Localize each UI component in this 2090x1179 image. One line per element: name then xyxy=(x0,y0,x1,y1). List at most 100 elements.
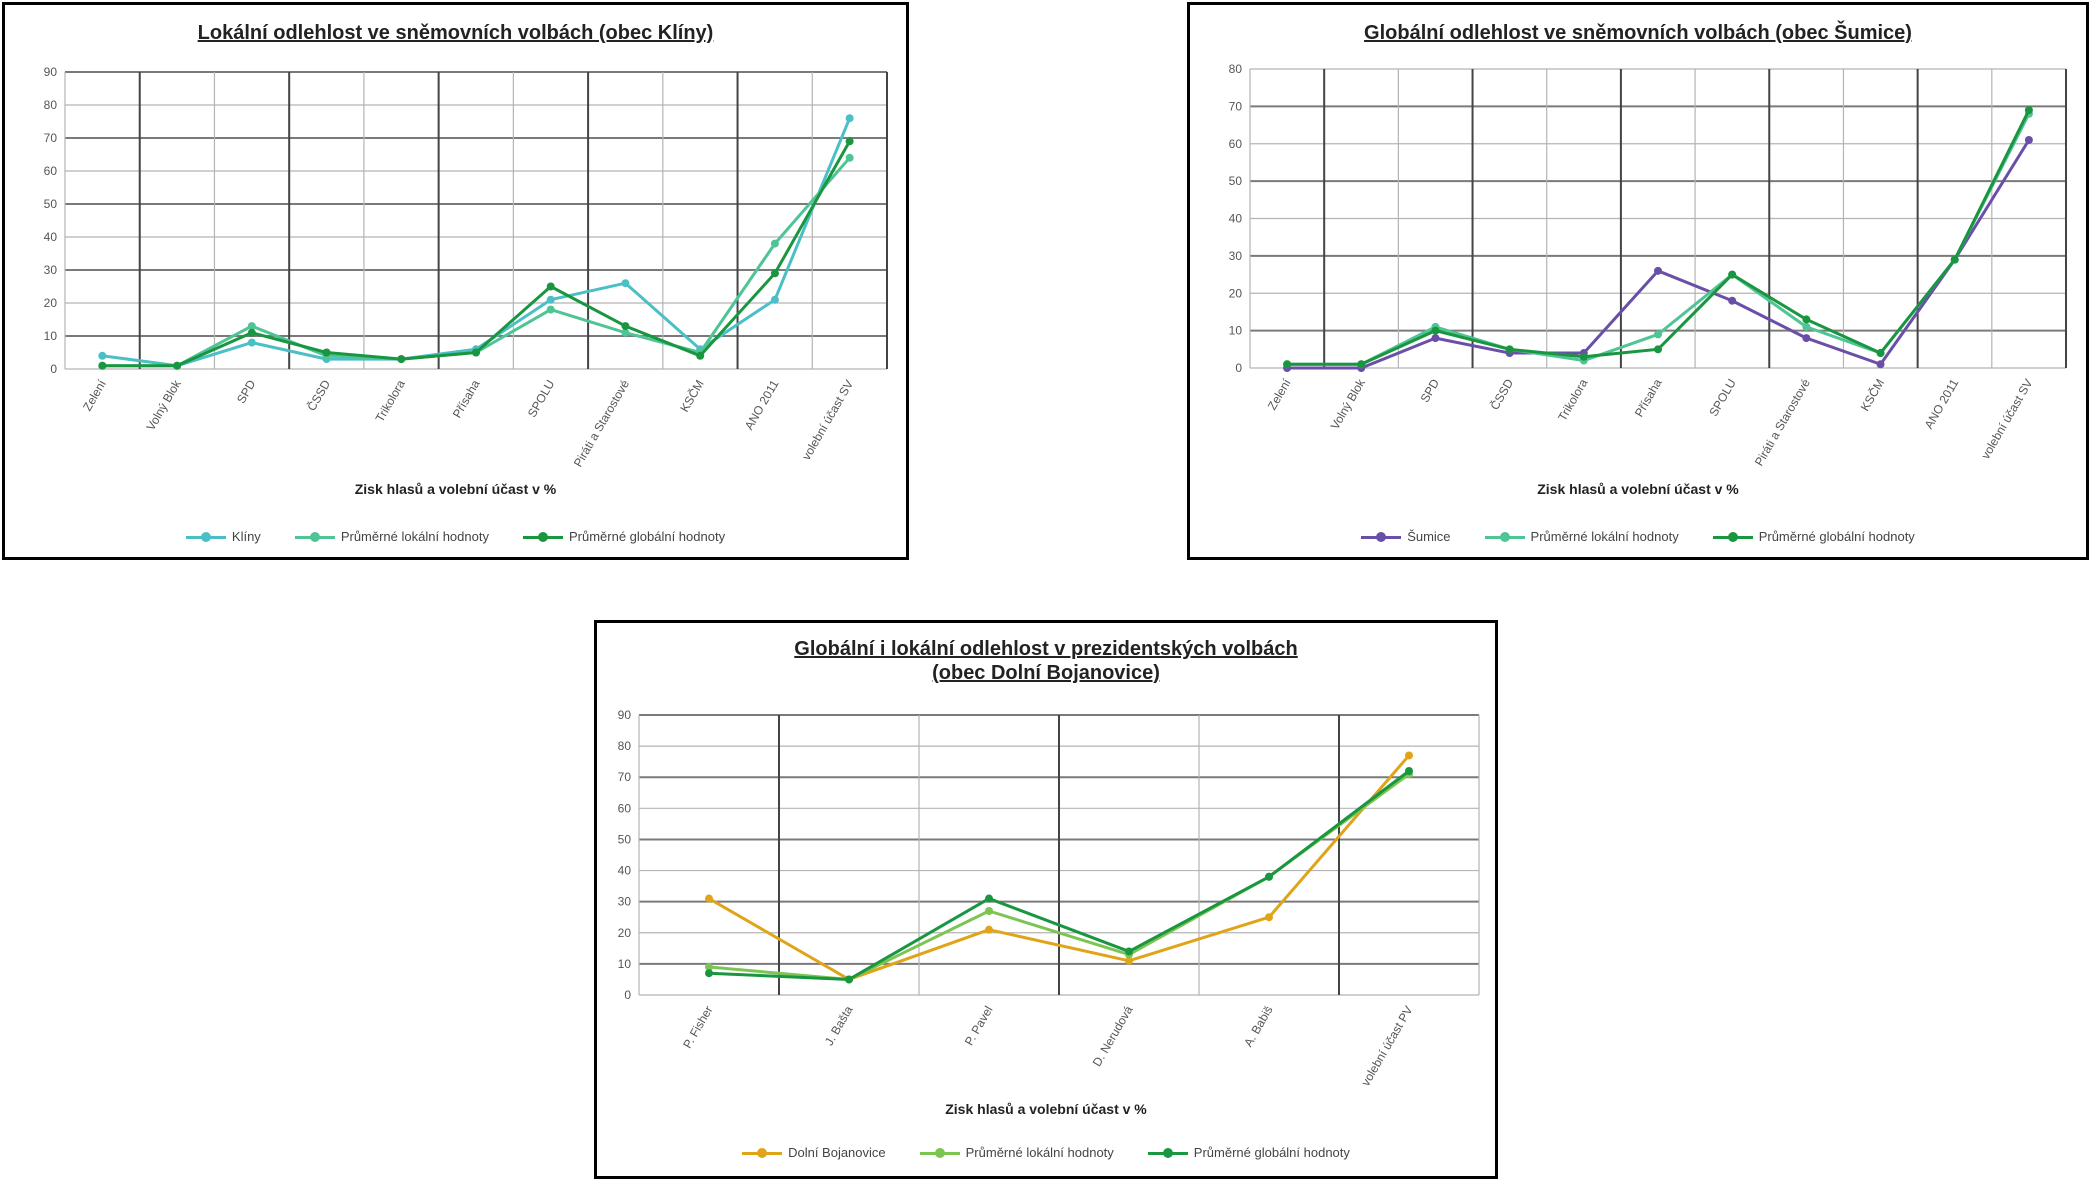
data-point xyxy=(546,282,555,291)
y-tick-label: 70 xyxy=(618,770,632,784)
x-tick-label: ANO 2011 xyxy=(742,377,782,432)
plot-area: 0 10 20 30 40 50 60 70 80 90 P. Fisher J. Bašta P. P… xyxy=(618,708,1480,1088)
x-tick-label: J. Bašta xyxy=(822,1003,856,1048)
data-point xyxy=(985,894,993,903)
data-point xyxy=(1654,345,1662,354)
data-point xyxy=(705,969,713,978)
data-point xyxy=(1125,956,1133,965)
data-point xyxy=(621,322,630,331)
y-tick-label: 30 xyxy=(44,263,58,277)
x-tick-label: Trikolora xyxy=(1555,376,1590,423)
legend-item: Průměrné globální hodnoty xyxy=(522,529,726,544)
data-point xyxy=(621,279,630,288)
legend-item: Klíny xyxy=(185,529,261,544)
data-point xyxy=(1265,872,1273,881)
chart-šumice: Globální odlehlost ve sněmovních volbách… xyxy=(1187,2,2089,560)
data-point xyxy=(98,361,107,370)
legend-label: Průměrné lokální hodnoty xyxy=(965,1145,1114,1160)
data-point xyxy=(546,295,555,304)
chart-dolní-bojanovice: Globální i lokální odlehlost v prezident… xyxy=(594,620,1498,1179)
legend-item: Šumice xyxy=(1361,529,1451,544)
legend-label: Šumice xyxy=(1407,529,1451,544)
legend-label: Průměrné globální hodnoty xyxy=(568,529,726,544)
plot-area: 0 10 20 30 40 50 60 70 80 Zelení Volný Blok SPD ČSSD… xyxy=(1229,62,2067,468)
legend-swatch xyxy=(1712,530,1753,544)
y-tick-label: 0 xyxy=(624,988,631,1002)
data-point xyxy=(770,239,779,248)
data-point xyxy=(845,114,854,123)
data-point xyxy=(1405,751,1413,760)
chart-title: Lokální odlehlost ve sněmovních volbách … xyxy=(197,22,714,44)
x-tick-label: KSČM xyxy=(1857,376,1887,414)
data-point xyxy=(985,925,993,934)
y-tick-label: 80 xyxy=(618,739,632,753)
data-point xyxy=(1357,360,1366,369)
data-point xyxy=(1431,334,1440,343)
x-axis-label: Zisk hlasů a volební účast v % xyxy=(1537,481,1739,497)
x-tick-label: P. Pavel xyxy=(962,1004,996,1048)
data-point xyxy=(845,153,854,162)
legend-label: Klíny xyxy=(231,529,261,544)
data-point xyxy=(173,361,182,370)
data-point xyxy=(1876,360,1885,369)
x-tick-label: SPOLU xyxy=(1706,377,1738,419)
data-point xyxy=(1265,913,1273,922)
legend-swatch xyxy=(742,1146,783,1160)
legend-swatch xyxy=(294,530,335,544)
data-point xyxy=(696,351,705,360)
data-point xyxy=(472,348,480,357)
y-tick-label: 10 xyxy=(1229,324,1243,338)
data-point xyxy=(247,328,256,337)
x-tick-label: D. Nerudová xyxy=(1090,1003,1136,1069)
data-point xyxy=(2024,136,2033,145)
y-tick-label: 90 xyxy=(44,65,58,79)
series-line xyxy=(708,769,1410,981)
legend-swatch xyxy=(919,1146,960,1160)
y-tick-label: 70 xyxy=(44,131,58,145)
data-point xyxy=(1505,345,1514,354)
legend-swatch xyxy=(522,530,563,544)
y-tick-label: 60 xyxy=(1229,137,1243,151)
chart-title-line: Globální i lokální odlehlost v prezident… xyxy=(794,638,1298,660)
x-tick-label: volební účast SV xyxy=(1978,377,2035,462)
plot-area: 0 10 20 30 40 50 60 70 80 90 Zelení Volný Blok SPD ČS… xyxy=(44,65,888,469)
data-point xyxy=(1654,266,1662,275)
y-tick-label: 80 xyxy=(44,98,58,112)
legend-item: Dolní Bojanovice xyxy=(742,1145,886,1160)
y-tick-label: 60 xyxy=(44,164,58,178)
chart-klíny: Lokální odlehlost ve sněmovních volbách … xyxy=(2,2,909,560)
data-point xyxy=(1654,330,1662,339)
legend: Klíny Průměrné lokální hodnoty Průměrné … xyxy=(5,529,906,544)
y-tick-label: 50 xyxy=(44,197,58,211)
x-tick-label: Volný Blok xyxy=(144,377,185,433)
x-tick-label: KSČM xyxy=(676,377,706,415)
x-tick-label: ANO 2011 xyxy=(1922,376,1962,431)
data-point xyxy=(705,963,713,971)
x-tick-label: Přísaha xyxy=(450,377,483,420)
data-point xyxy=(770,269,779,278)
legend-item: Průměrné lokální hodnoty xyxy=(919,1145,1114,1160)
data-point xyxy=(546,305,555,314)
data-point xyxy=(985,907,993,915)
y-tick-label: 30 xyxy=(1229,249,1243,263)
x-tick-label: Volný Blok xyxy=(1328,376,1369,432)
x-tick-label: A. Babiš xyxy=(1241,1004,1275,1050)
data-point xyxy=(621,328,630,337)
data-point xyxy=(770,295,779,304)
y-tick-label: 0 xyxy=(50,362,57,376)
chart-title: Globální odlehlost ve sněmovních volbách… xyxy=(1364,22,1912,44)
x-tick-label: ČSSD xyxy=(303,377,333,414)
x-axis-label: Zisk hlasů a volební účast v % xyxy=(354,481,557,497)
data-point xyxy=(322,348,331,357)
data-point xyxy=(1802,334,1811,343)
legend-swatch xyxy=(1361,530,1402,544)
y-tick-label: 10 xyxy=(618,957,632,971)
data-point xyxy=(1728,296,1737,305)
x-tick-label: Zelení xyxy=(1265,376,1294,412)
legend-label: Průměrné lokální hodnoty xyxy=(340,529,489,544)
x-tick-label: volební účast SV xyxy=(799,378,856,463)
chart-subtitle: (obec Dolní Bojanovice) xyxy=(932,662,1160,684)
data-point xyxy=(1125,947,1133,956)
y-tick-label: 30 xyxy=(618,895,632,909)
legend-label: Průměrné lokální hodnoty xyxy=(1530,529,1679,544)
